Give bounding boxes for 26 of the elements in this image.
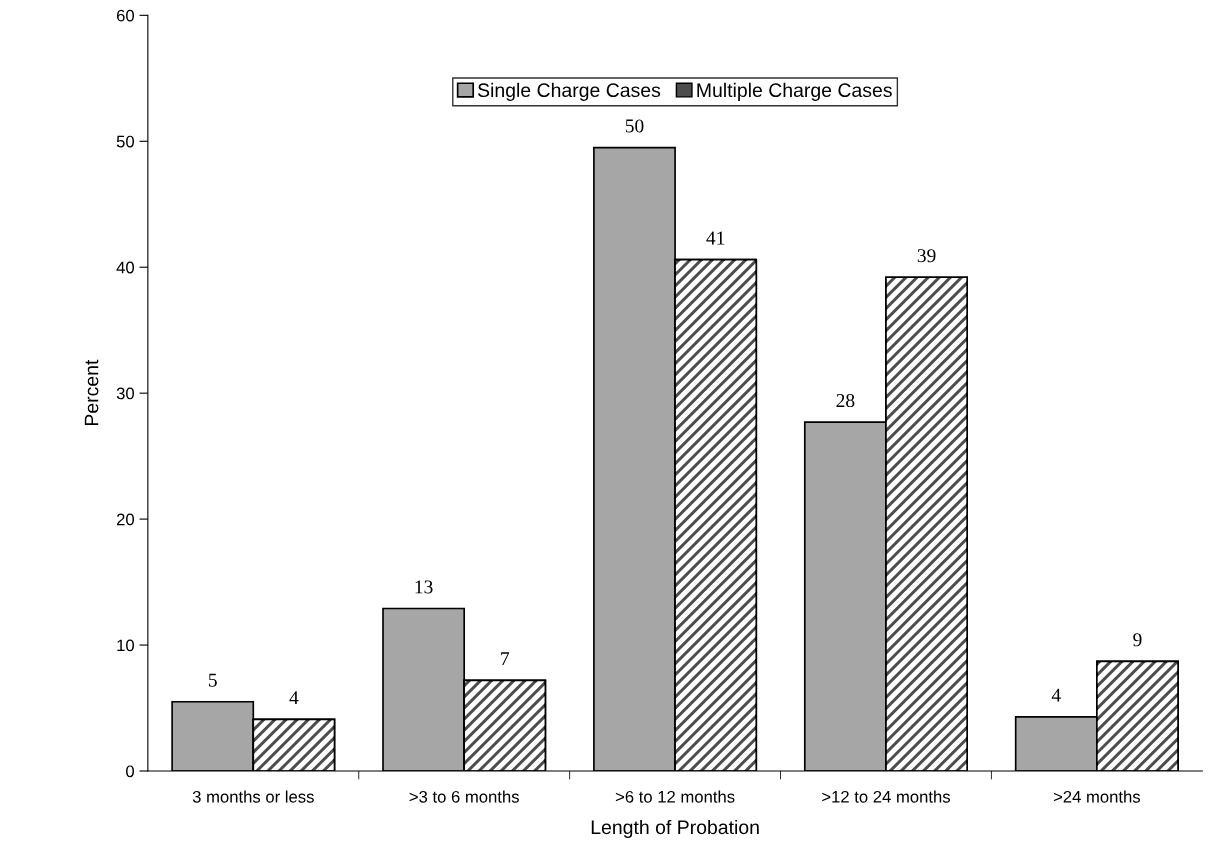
x-tick-label: >6 to 12 months	[615, 790, 735, 803]
y-tick-label: 0	[126, 765, 135, 778]
legend-label: Single Charge Cases	[477, 82, 661, 101]
x-tick-label: >24 months	[1053, 790, 1141, 803]
y-axis-title: Percent	[84, 359, 99, 426]
y-tick-label: 50	[116, 135, 135, 148]
data-label: 50	[625, 119, 644, 133]
legend-label: Multiple Charge Cases	[697, 82, 892, 101]
x-tick-label: >3 to 6 months	[409, 790, 519, 803]
data-label: 28	[836, 393, 855, 408]
data-label: 41	[706, 231, 725, 245]
x-tick-label: >12 to 24 months	[822, 790, 950, 803]
y-tick-label: 30	[116, 387, 135, 400]
x-tick-label: 3 months or less	[192, 790, 314, 803]
data-label: 9	[1133, 633, 1142, 647]
y-tick-label: 40	[116, 261, 135, 274]
data-label: 39	[917, 249, 936, 263]
y-tick-label: 10	[117, 639, 135, 652]
x-axis-title: Length of Probation	[591, 819, 759, 838]
data-label: 13	[415, 580, 433, 594]
y-tick-label: 20	[116, 513, 135, 526]
y-tick-label: 60	[116, 9, 135, 22]
data-label: 5	[208, 673, 217, 687]
data-label: 4	[289, 691, 299, 705]
data-label: 7	[501, 652, 510, 666]
data-label: 4	[1051, 688, 1061, 702]
